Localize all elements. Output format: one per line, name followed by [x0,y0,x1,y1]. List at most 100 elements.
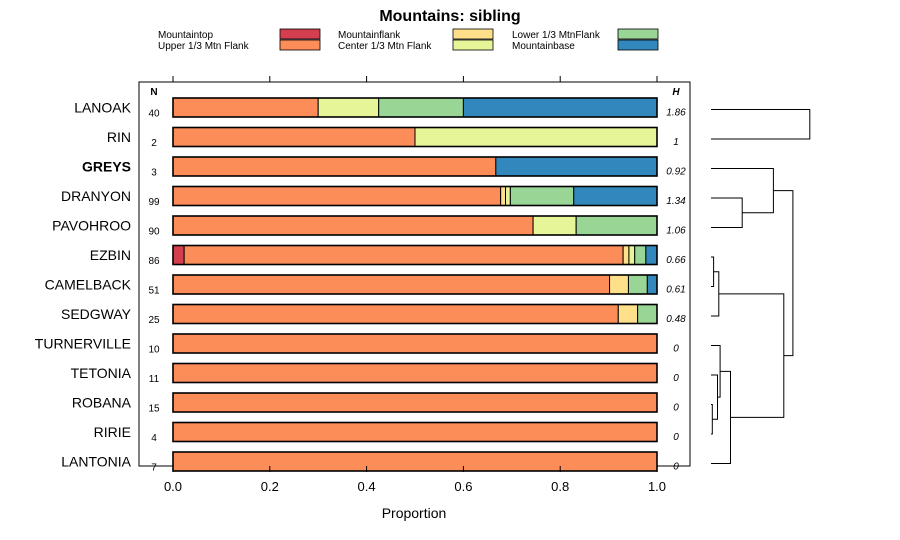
h-value: 1 [673,137,679,148]
n-value: 99 [148,197,160,208]
bar-segment [172,186,502,206]
dendrogram-link [711,109,811,140]
chart-title: Mountains: sibling [379,8,520,25]
dendrogram-link [718,293,785,418]
bar-segment [532,215,577,236]
h-value: 1.06 [666,226,686,237]
bar-segment [172,333,658,354]
category-label: CAMELBACK [45,277,132,293]
x-axis: 0.0 0.2 0.4 0.6 0.8 1.0 [164,76,666,494]
x-tick-label: 0.0 [164,479,182,494]
n-value: 90 [148,227,160,238]
dendrogram-link [711,345,721,398]
x-tick-label: 1.0 [648,479,666,494]
x-tick-label: 0.2 [261,479,279,494]
bar-outline [172,274,658,295]
dendrogram [711,109,811,464]
bar-outline [172,421,658,443]
dendrogram-link [711,271,720,317]
bar-segment [183,245,624,265]
legend-label: Mountainbase [512,41,575,52]
h-value: 0 [673,403,679,414]
category-label: RIN [107,129,131,145]
bar-segment [172,215,534,236]
legend-label: Lower 1/3 MtnFlank [512,30,601,41]
n-value: 2 [151,138,157,149]
h-value: 0.66 [666,255,686,266]
bar-outline [172,392,658,413]
category-label: PAVOHROO [52,218,131,234]
bar-outline [172,303,658,325]
legend-label: Upper 1/3 Mtn Flank [158,41,250,52]
n-value: 11 [149,374,160,385]
bar-segment [500,186,507,206]
bar-segment [622,245,630,265]
bar-outline [172,244,658,266]
bar-segment [575,215,658,236]
bar-segment [378,97,464,118]
legend-swatch [617,39,659,51]
category-label: ROBANA [72,395,132,411]
n-value: 10 [148,345,160,356]
legend-label: Center 1/3 Mtn Flank [338,41,432,52]
bar-segment [462,97,658,118]
h-value: 0 [673,344,679,355]
bar-outline [172,97,658,118]
bar-segment [172,274,611,295]
bar-segment [634,245,647,265]
bar-segment [172,97,319,118]
n-value: 7 [151,463,157,474]
bar-segment [646,274,658,295]
x-tick-label: 0.6 [454,479,472,494]
bar-outline [172,451,658,472]
x-axis-label: Proportion [382,505,447,521]
bar-outline [172,215,658,236]
h-value: 0.92 [666,167,686,178]
n-value: 25 [148,315,160,326]
category-label: GREYS [82,159,131,175]
n-value: 86 [148,256,160,267]
bar-segment [414,127,658,147]
bar-outline [172,185,658,207]
bar-outline [172,362,658,384]
legend-swatch [617,28,659,40]
h-value: 0.48 [666,314,686,325]
bar-segment [573,186,658,206]
category-label: LANOAK [74,100,131,116]
bar-segment [172,451,658,472]
n-value: 3 [151,168,157,179]
category-label: RIRIE [94,424,131,440]
h-value: 1.34 [666,196,686,207]
bar-segment [637,304,658,324]
legend-swatch [279,28,321,40]
n-value: 51 [148,286,160,297]
bar-segment [609,274,629,295]
category-label: TURNERVILLE [35,336,131,352]
category-label: DRANYON [61,188,131,204]
bar-segment [172,304,619,324]
bar-segment [628,245,636,265]
category-label: EZBIN [90,247,131,263]
bar-segment [172,245,185,265]
x-tick-label: 0.8 [551,479,569,494]
bar-segment [645,245,658,265]
dendrogram-link [711,370,731,464]
dendrogram-link [711,256,715,287]
bar-outline [172,333,658,354]
legend-swatch [452,39,494,51]
h-value: 0.61 [666,285,685,296]
dendrogram-link [773,190,794,357]
x-tick-label: 0.4 [358,479,376,494]
bar-segment [172,363,658,383]
dendrogram-link [711,197,743,228]
bar-segment [509,186,575,206]
h-value: 0 [673,462,679,473]
dendrogram-link [711,404,713,435]
bar-segment [172,422,658,442]
h-value: 0 [673,432,679,443]
category-label: TETONIA [71,365,132,381]
h-value: 0 [673,373,679,384]
